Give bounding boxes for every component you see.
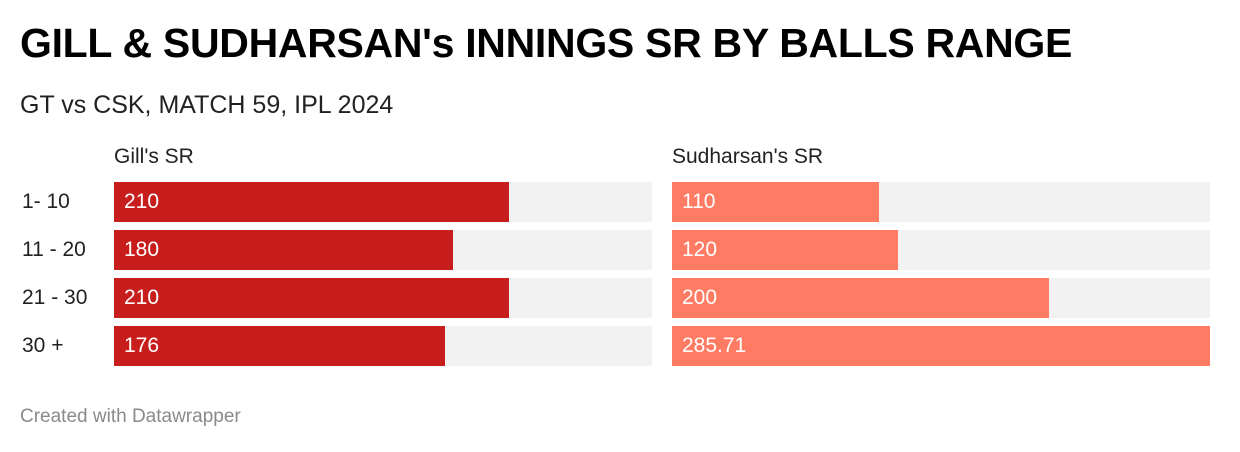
gill-bar: 176 — [114, 326, 445, 366]
column-header-gill: Gill's SR — [114, 145, 194, 168]
sudharsan-bar: 110 — [672, 182, 879, 222]
bar-value-label: 285.71 — [682, 334, 747, 357]
bar-value-label: 176 — [124, 334, 160, 357]
bar-track: 110 — [672, 182, 1210, 222]
column-header-sudharsan: Sudharsan's SR — [672, 145, 824, 168]
gill-bar: 210 — [114, 278, 509, 318]
gill-bar: 180 — [114, 230, 453, 270]
chart-subtitle: GT vs CSK, MATCH 59, IPL 2024 — [20, 91, 394, 119]
row-label: 11 - 20 — [22, 238, 86, 261]
bar-track: 180 — [114, 230, 652, 270]
bar-value-label: 110 — [682, 190, 716, 213]
row-label: 21 - 30 — [22, 286, 88, 309]
bar-track: 176 — [114, 326, 652, 366]
row-label: 1- 10 — [22, 190, 70, 213]
sudharsan-bar: 200 — [672, 278, 1049, 318]
row-label: 30 + — [22, 334, 64, 357]
bar-value-label: 180 — [124, 238, 160, 261]
sudharsan-bar: 120 — [672, 230, 898, 270]
bar-track: 285.71 — [672, 326, 1210, 366]
bar-value-label: 200 — [682, 286, 718, 309]
gill-bar: 210 — [114, 182, 509, 222]
bar-value-label: 120 — [682, 238, 718, 261]
bar-track: 200 — [672, 278, 1210, 318]
sudharsan-bar: 285.71 — [672, 326, 1210, 366]
bar-value-label: 210 — [124, 190, 160, 213]
bar-track: 120 — [672, 230, 1210, 270]
chart-title: GILL & SUDHARSAN's INNINGS SR BY BALLS R… — [20, 20, 1073, 66]
footer-credit: Created with Datawrapper — [20, 406, 241, 427]
bar-track: 210 — [114, 278, 652, 318]
bar-value-label: 210 — [124, 286, 160, 309]
bar-track: 210 — [114, 182, 652, 222]
